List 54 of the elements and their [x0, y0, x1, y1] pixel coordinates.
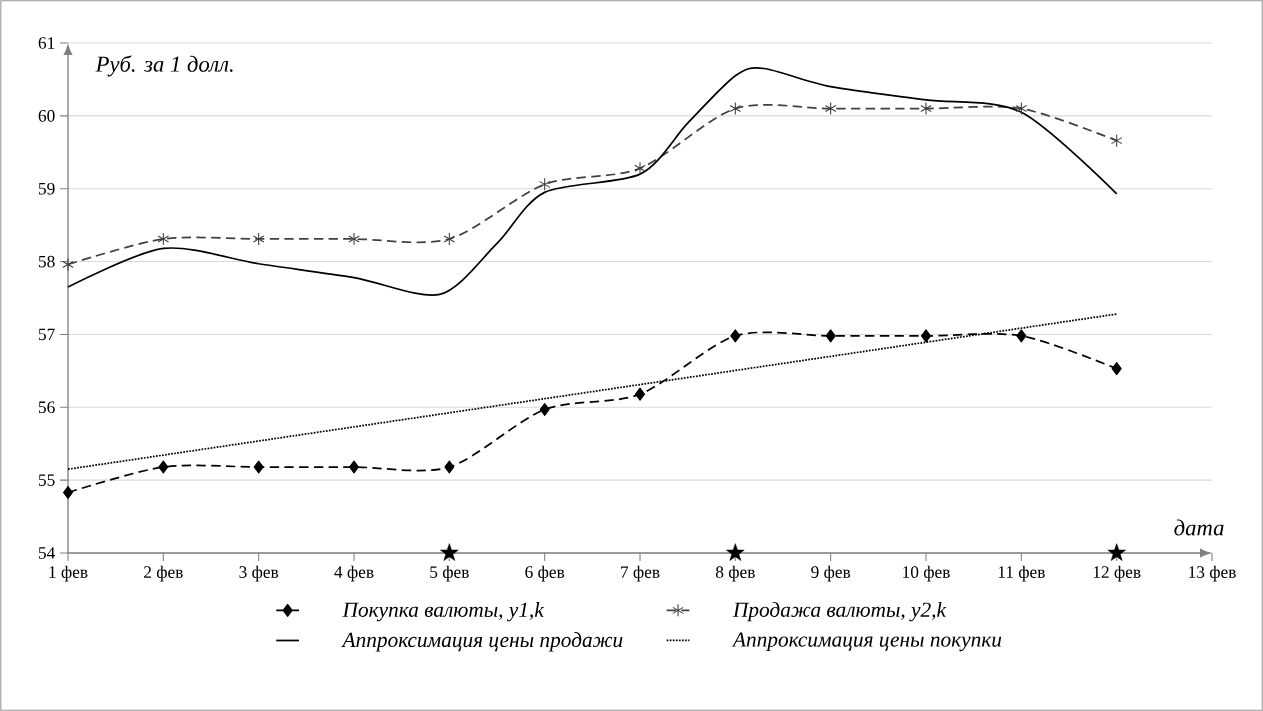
point — [443, 232, 456, 246]
y-tick-label: 56 — [38, 401, 55, 414]
point — [158, 460, 169, 474]
legend-label: Продажа валюты, y2,k — [732, 601, 947, 622]
point — [1015, 102, 1028, 116]
point — [824, 102, 837, 116]
y-tick-label: 57 — [38, 328, 55, 341]
point — [730, 329, 741, 343]
point — [726, 543, 745, 561]
y-axis-title: Руб. за 1 долл. — [95, 55, 233, 77]
legend-label: Покупка валюты, y1,k — [342, 601, 545, 622]
x-tick-label: 1 фев — [49, 565, 88, 582]
x-tick-label: 10 фев — [903, 565, 950, 582]
x-tick-label: 2 фев — [144, 565, 183, 582]
point — [1107, 543, 1126, 561]
x-tick-label: 5 фев — [430, 565, 469, 582]
x-tick-label: 4 фев — [334, 565, 374, 582]
point — [920, 102, 932, 116]
point — [157, 232, 170, 246]
x-tick-label: 3 фев — [239, 565, 279, 582]
x-tick-label: 9 фев — [811, 565, 851, 582]
point — [440, 543, 459, 561]
point — [920, 329, 932, 343]
x-tick-label: 11 фев — [998, 565, 1045, 582]
x-tick-label: 12 фев — [1093, 565, 1141, 582]
legend-label: Аппроксимация цены продажи — [341, 632, 623, 652]
point — [348, 460, 360, 474]
point — [634, 387, 646, 401]
point — [1016, 329, 1027, 343]
legend-label: Аппроксимация цены покупки — [731, 632, 1002, 652]
y-tick-label: 59 — [38, 182, 55, 195]
x-tick-label: 13 фев — [1189, 565, 1236, 582]
x-tick-label: 6 фев — [525, 565, 565, 582]
point — [1111, 362, 1122, 376]
y-tick-label: 61 — [38, 37, 55, 49]
point — [539, 402, 550, 417]
point — [634, 161, 646, 175]
point — [825, 329, 836, 343]
y-tick-label: 58 — [38, 255, 55, 268]
x-tick-label: 7 фев — [621, 565, 660, 582]
point — [62, 257, 74, 272]
y-tick-label: 60 — [38, 110, 55, 122]
point — [348, 232, 360, 246]
point — [538, 177, 551, 191]
point — [253, 460, 264, 474]
point — [444, 460, 455, 474]
point — [1110, 134, 1123, 148]
y-tick-label: 54 — [38, 547, 56, 559]
point — [729, 102, 742, 116]
x-axis-title: дата — [1174, 519, 1224, 536]
point — [62, 485, 74, 500]
point — [252, 232, 265, 246]
x-tick-label: 8 фев — [715, 565, 755, 582]
y-tick-label: 55 — [38, 474, 55, 486]
